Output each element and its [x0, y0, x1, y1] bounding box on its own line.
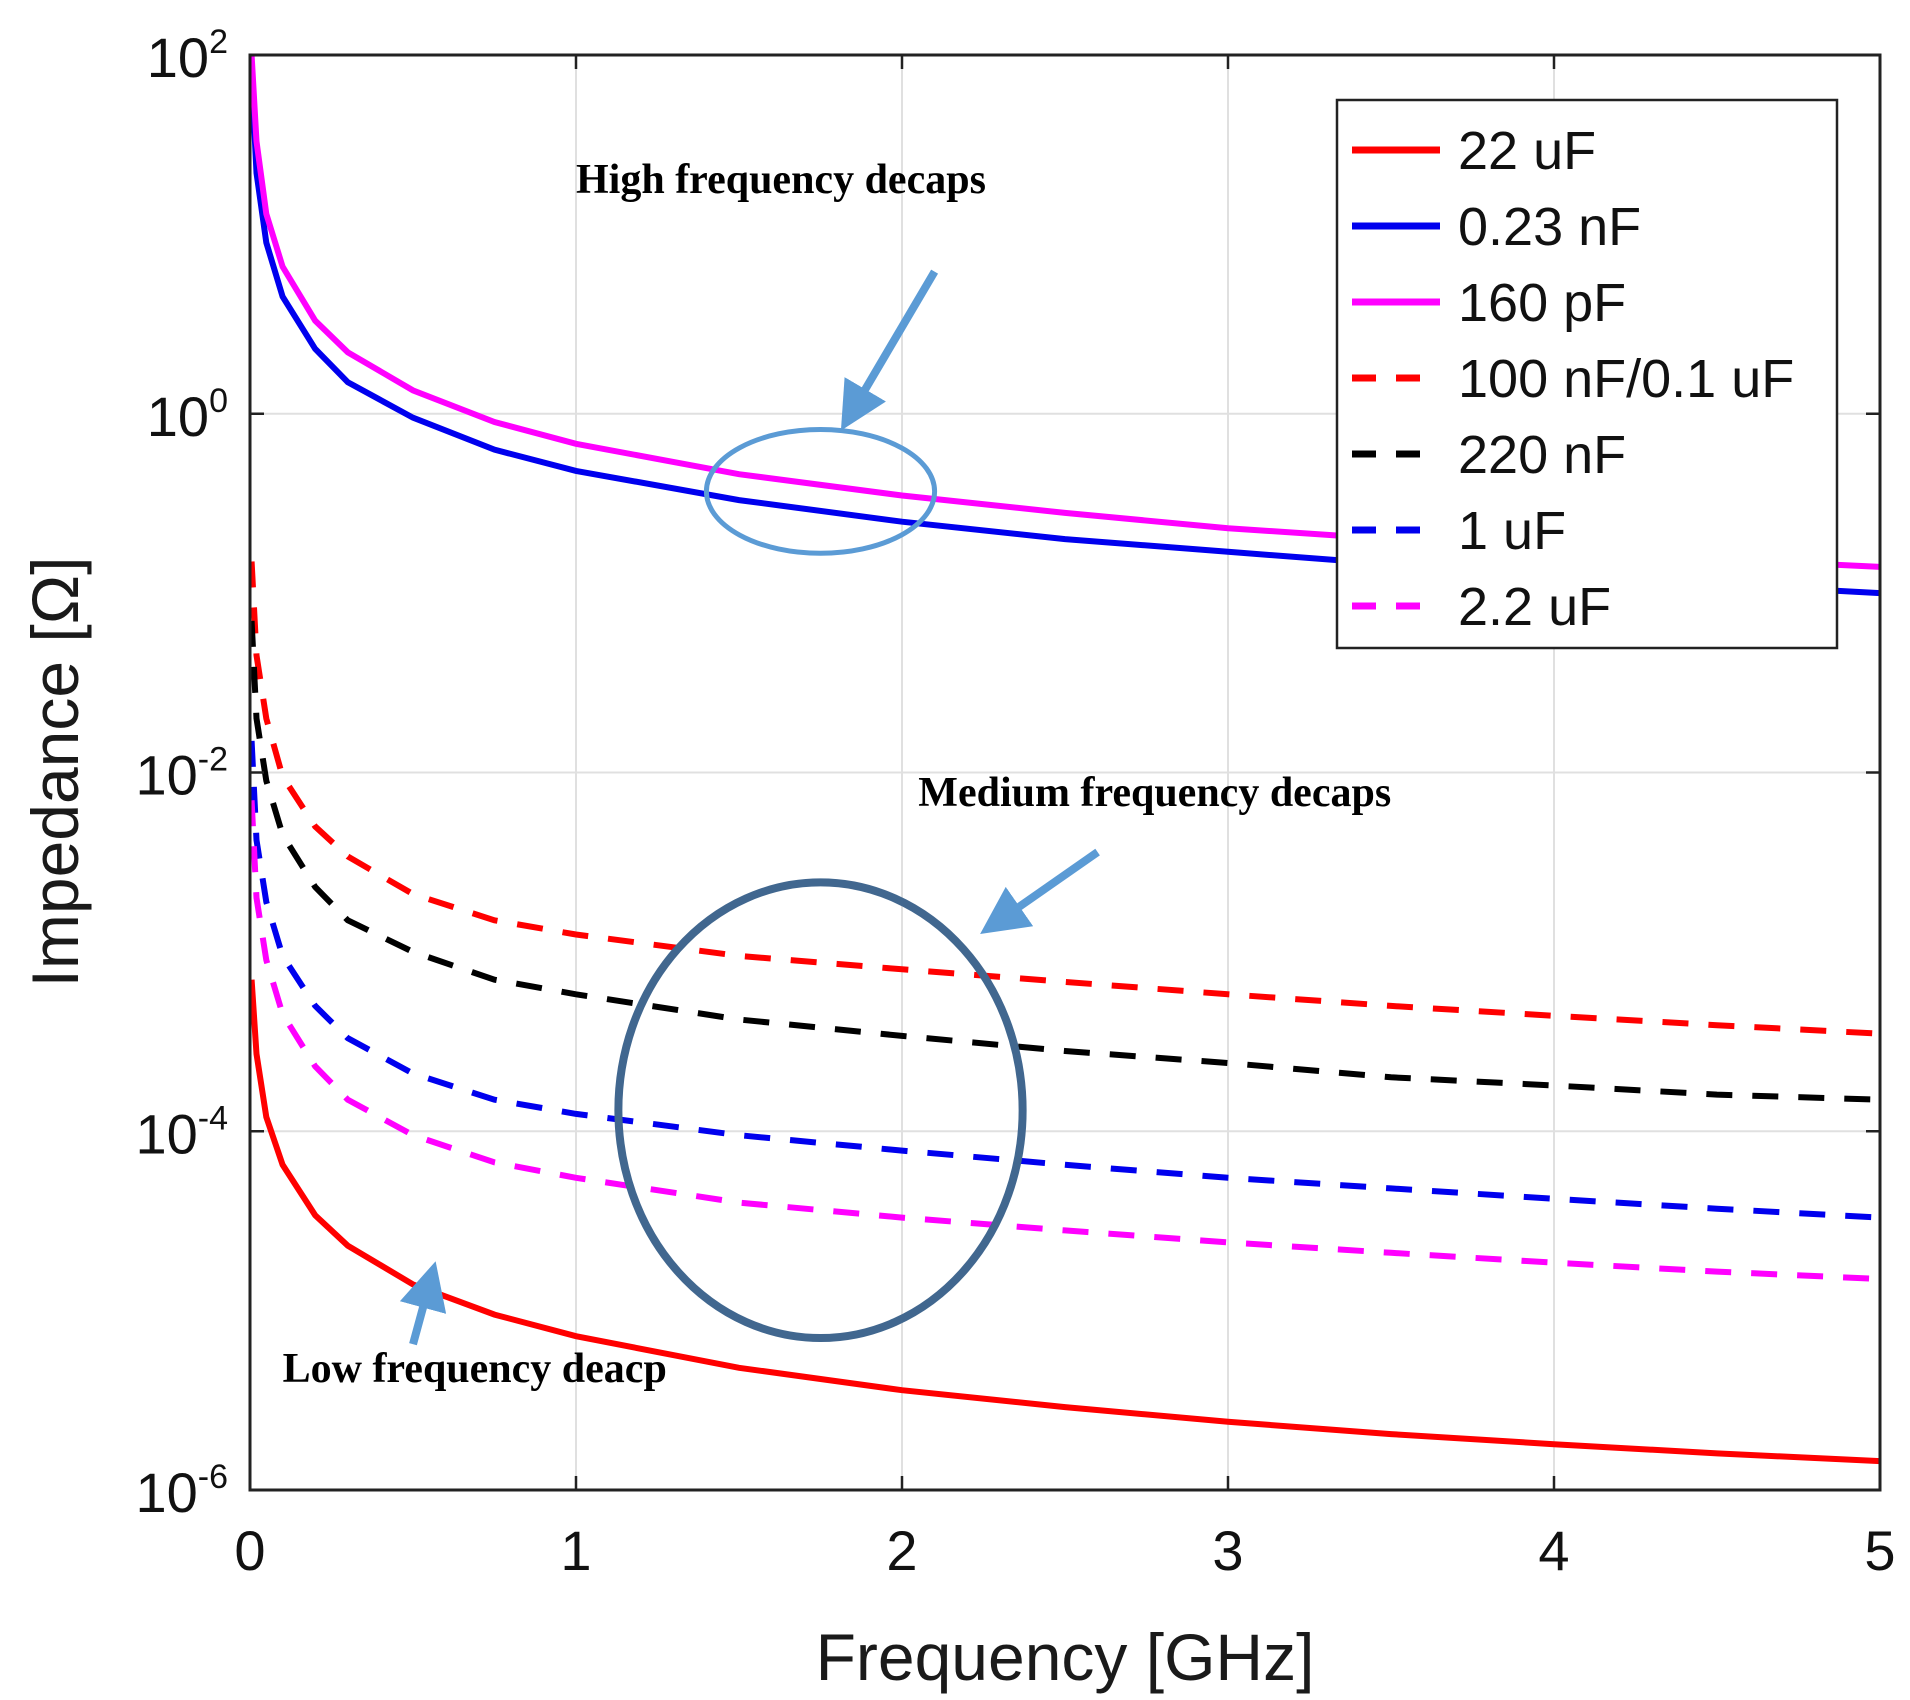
- annotation-medium-frequency-decaps: Medium frequency decaps: [918, 770, 1391, 816]
- annotation-high-frequency-decaps: High frequency decaps: [576, 157, 986, 203]
- legend-label-160-pf: 160 pF: [1458, 273, 1626, 333]
- legend-label-100-nf-0-1-uf: 100 nF/0.1 uF: [1458, 349, 1794, 409]
- legend-entries: 22 uF 0.23 nF 160 pF 100 nF/0.1 uF 220 nF 1 u…: [1352, 121, 1794, 637]
- arrow-high-frequency: [840, 269, 939, 431]
- legend-label-0-23-nf: 0.23 nF: [1458, 197, 1641, 257]
- annotation-overlays: [399, 269, 1100, 1346]
- legend: 22 uF 0.23 nF 160 pF 100 nF/0.1 uF 220 nF 1 u…: [1335, 98, 1839, 650]
- x-tick-label: 4: [1538, 1519, 1569, 1582]
- y-axis-label: Impedance [Ω]: [18, 557, 92, 988]
- arrow-medium-frequency: [980, 848, 1100, 935]
- legend-label-2-2-uf: 2.2 uF: [1458, 577, 1611, 637]
- x-tick-label: 1: [560, 1519, 591, 1582]
- legend-label-220-nf: 220 nF: [1458, 425, 1626, 485]
- x-axis-label: Frequency [GHz]: [816, 1620, 1315, 1694]
- y-tick-label: 10-4: [135, 1099, 228, 1165]
- y-axis-ticks: 102 100 10-2 10-4 10-6: [135, 23, 1880, 1524]
- y-tick-label: 10-2: [135, 741, 228, 807]
- legend-label-1-uf: 1 uF: [1458, 501, 1566, 561]
- series-line-2-2-uf: [248, 800, 1881, 1282]
- x-tick-label: 0: [234, 1519, 265, 1582]
- annotations: High frequency decaps Medium frequency de…: [283, 157, 1392, 1392]
- x-tick-label: 2: [886, 1519, 917, 1582]
- highlight-ellipse-medium-frequency: [614, 878, 1027, 1343]
- x-tick-label: 5: [1864, 1519, 1895, 1582]
- y-tick-label: 10-6: [135, 1458, 228, 1524]
- y-tick-label: 102: [147, 23, 228, 89]
- x-axis-ticks: 0 1 2 3 4 5: [234, 55, 1896, 1582]
- series-line-22-uf: [248, 979, 1881, 1465]
- legend-box: [1335, 98, 1839, 650]
- x-tick-label: 3: [1212, 1519, 1243, 1582]
- annotation-low-frequency-deacp: Low frequency deacp: [283, 1346, 667, 1392]
- series-line-220-nf: [248, 620, 1881, 1103]
- arrow-low-frequency: [399, 1261, 447, 1346]
- series-line-100-nf-0-1-uf: [248, 561, 1881, 1037]
- series-line-1-uf: [248, 740, 1881, 1221]
- legend-label-22-uf: 22 uF: [1458, 121, 1596, 181]
- y-tick-label: 100: [147, 382, 228, 448]
- highlight-ellipse-high-frequency: [703, 427, 938, 556]
